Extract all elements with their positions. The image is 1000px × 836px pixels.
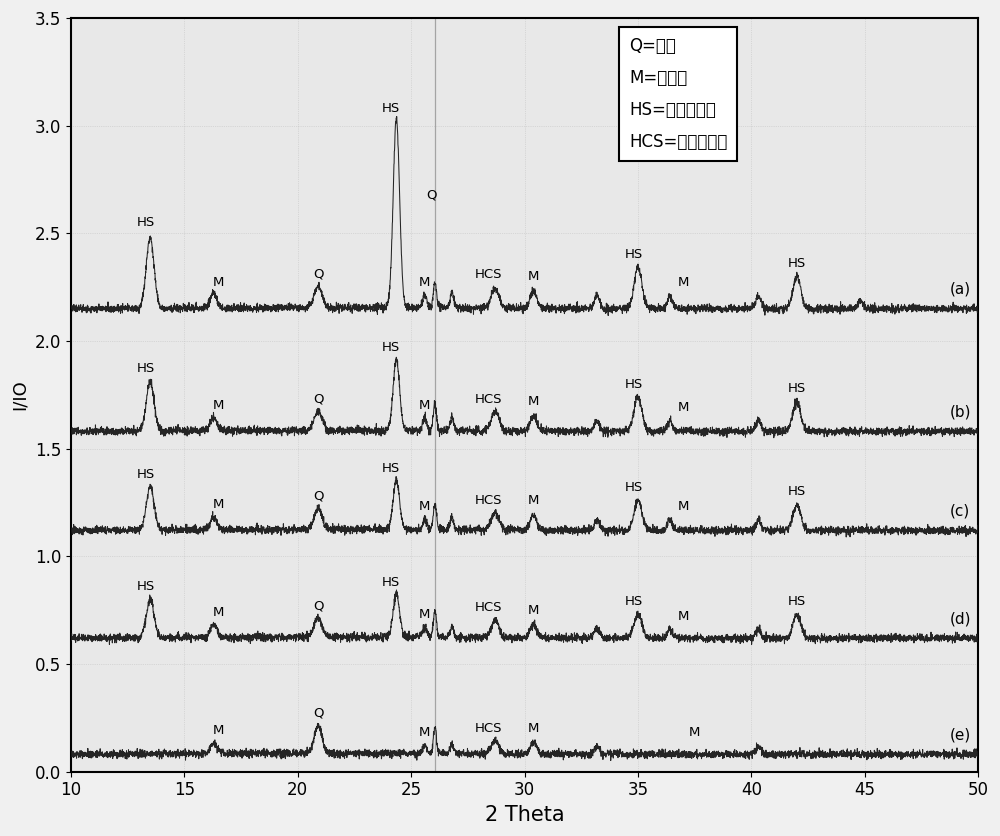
Text: Q=石英
M=莫来石
HS=羟基方钒石
HCS=硬璑酸馒石: Q=石英 M=莫来石 HS=羟基方钒石 HCS=硬璑酸馒石 (629, 37, 727, 151)
Text: M: M (528, 494, 539, 507)
Text: HS: HS (624, 595, 643, 608)
Text: (c): (c) (950, 503, 970, 518)
Text: M: M (419, 608, 430, 621)
Text: M: M (528, 270, 539, 283)
Text: HS: HS (788, 595, 806, 608)
Text: Q: Q (313, 707, 323, 720)
Text: HCS: HCS (475, 494, 502, 507)
Text: HS: HS (137, 580, 155, 593)
Text: HS: HS (137, 468, 155, 481)
Text: (e): (e) (950, 727, 971, 742)
Text: HCS: HCS (475, 601, 502, 614)
Text: M: M (419, 726, 430, 739)
Text: M: M (213, 724, 224, 737)
Text: M: M (213, 277, 224, 289)
Text: HCS: HCS (475, 268, 502, 281)
Text: M: M (213, 399, 224, 412)
Text: M: M (528, 604, 539, 617)
Text: HS: HS (382, 102, 400, 115)
X-axis label: 2 Theta: 2 Theta (485, 805, 564, 825)
Text: Q: Q (426, 188, 437, 201)
Text: M: M (678, 500, 689, 513)
Text: HS: HS (382, 461, 400, 475)
Text: Q: Q (313, 268, 323, 281)
Text: HS: HS (137, 363, 155, 375)
Text: (d): (d) (949, 611, 971, 626)
Text: M: M (213, 606, 224, 619)
Text: M: M (678, 610, 689, 623)
Text: Q: Q (313, 599, 323, 612)
Text: M: M (419, 399, 430, 412)
Y-axis label: I/IO: I/IO (11, 380, 29, 410)
Text: (a): (a) (950, 282, 971, 297)
Text: (b): (b) (949, 405, 971, 420)
Text: HS: HS (788, 257, 806, 270)
Text: Q: Q (313, 490, 323, 502)
Text: HS: HS (382, 341, 400, 354)
Text: M: M (419, 500, 430, 513)
Text: M: M (528, 395, 539, 408)
Text: HS: HS (624, 378, 643, 390)
Text: Q: Q (313, 393, 323, 405)
Text: M: M (678, 277, 689, 289)
Text: M: M (528, 722, 539, 735)
Text: M: M (678, 401, 689, 414)
Text: HS: HS (788, 485, 806, 498)
Text: M: M (689, 726, 700, 739)
Text: HCS: HCS (475, 393, 502, 405)
Text: M: M (419, 277, 430, 289)
Text: HS: HS (624, 248, 643, 262)
Text: HCS: HCS (475, 722, 502, 735)
Text: M: M (213, 498, 224, 511)
Text: HS: HS (382, 576, 400, 589)
Text: HS: HS (137, 216, 155, 229)
Text: HS: HS (788, 382, 806, 395)
Text: HS: HS (624, 481, 643, 494)
